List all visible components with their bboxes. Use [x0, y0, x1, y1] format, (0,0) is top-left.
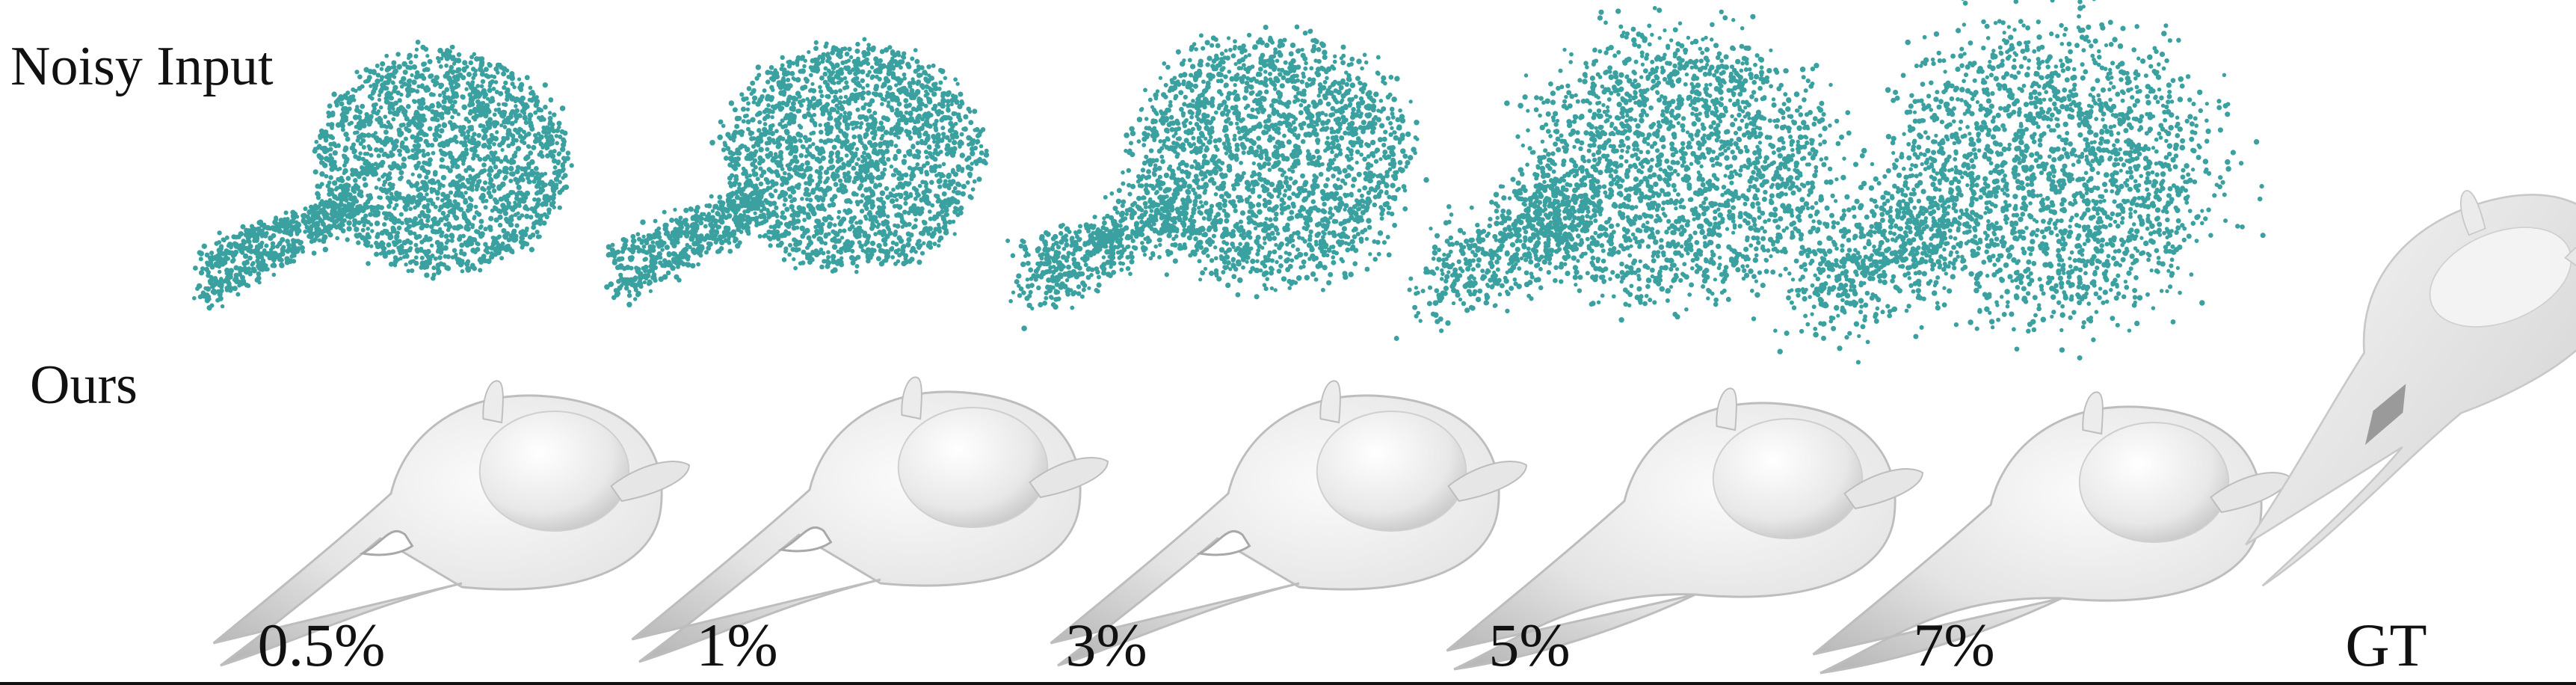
column-label-2: 3% [1065, 611, 1147, 679]
column-label-1: 1% [696, 611, 778, 679]
column-label-4: 7% [1913, 611, 1995, 679]
ground-truth-mesh [2245, 189, 2576, 587]
row-label-ours: Ours [30, 354, 138, 416]
row-label-noisy-input: Noisy Input [10, 36, 274, 97]
reconstructed-mesh-1 [631, 376, 1109, 663]
reconstructed-mesh-0 [212, 380, 690, 667]
bottom-rule [0, 682, 2576, 685]
noisy-point-cloud-3 [1386, 5, 1857, 341]
reconstructed-mesh-3 [1446, 387, 1923, 671]
column-label-3: 5% [1488, 611, 1571, 679]
column-label-0: 0.5% [257, 611, 386, 679]
noisy-point-cloud-1 [604, 37, 990, 308]
reconstructed-mesh-4 [1812, 391, 2290, 675]
reconstructed-mesh-2 [1050, 380, 1527, 667]
column-label-5: GT [2345, 611, 2427, 679]
noisy-point-cloud-2 [1005, 24, 1429, 331]
noisy-point-cloud-0 [191, 40, 574, 311]
noisy-point-cloud-4 [1754, 0, 2266, 365]
